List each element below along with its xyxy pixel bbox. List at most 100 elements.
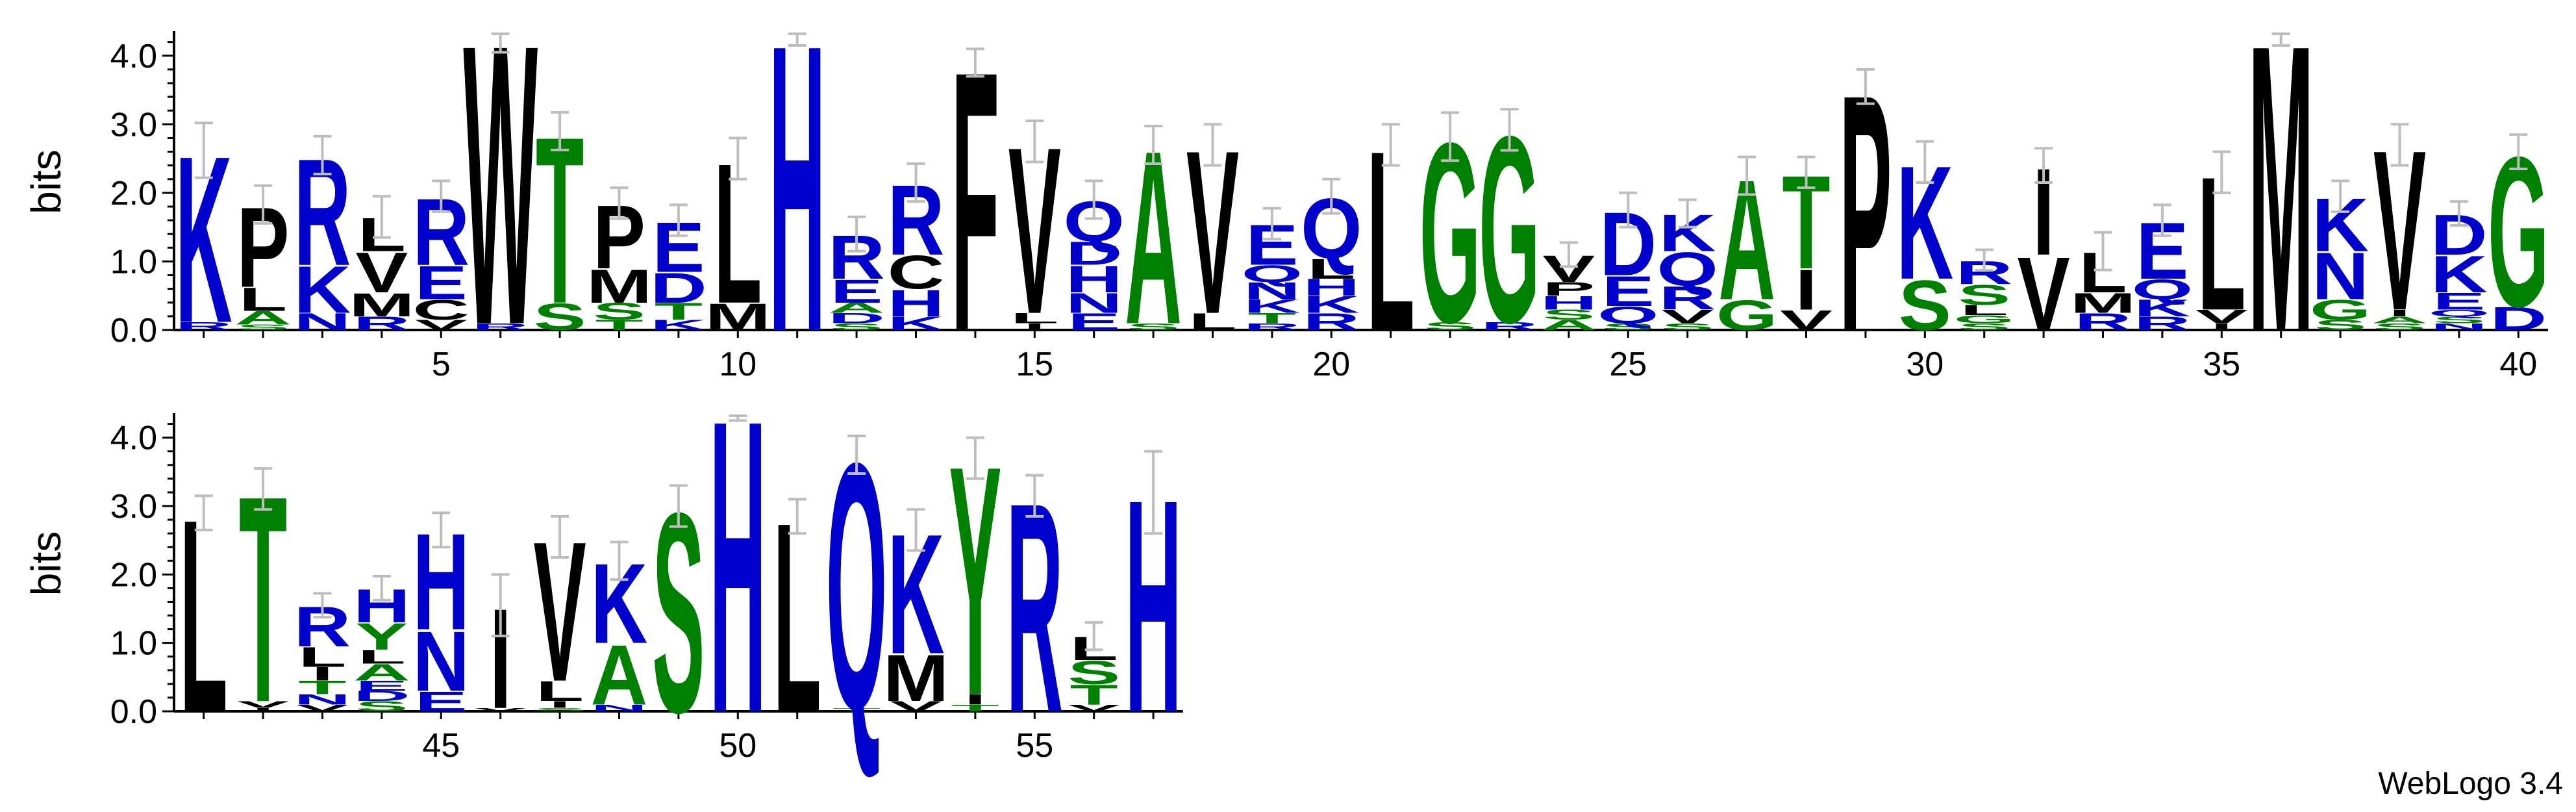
logo-letter-G: G xyxy=(1716,292,1777,340)
logo-letter-D: D xyxy=(1066,235,1123,272)
error-bar xyxy=(1203,123,1222,167)
weblogo-credit: WebLogo 3.4 xyxy=(2378,767,2563,801)
logo-letter-T: T xyxy=(595,317,643,333)
x-tick-label: 25 xyxy=(1609,346,1647,383)
logo-letter-E: E xyxy=(2432,288,2485,315)
logo-letter-S: S xyxy=(1424,320,1477,333)
logo-letter-L: L xyxy=(1960,302,2008,318)
logo-letter-A: A xyxy=(1540,317,1597,333)
logo-letter-N: N xyxy=(294,309,351,335)
logo-letter-V: V xyxy=(415,317,468,333)
logo-letter-K: K xyxy=(1303,292,1360,318)
y-axis-title: bits xyxy=(23,149,69,214)
error-bar xyxy=(1262,207,1281,241)
error-bar xyxy=(907,162,925,203)
logo-letter-I: I xyxy=(964,692,986,707)
logo-letter-K: K xyxy=(1244,296,1301,317)
error-bar xyxy=(847,435,866,475)
error-bar xyxy=(254,184,273,225)
y-axis-title: bits xyxy=(23,531,69,596)
x-tick-label: 45 xyxy=(422,727,460,765)
x-tick-label: 55 xyxy=(1016,727,1053,765)
logo-letter-S: S xyxy=(1958,279,2010,311)
logo-letter-V: V xyxy=(1661,306,1714,327)
logo-letter-D: D xyxy=(2490,300,2547,337)
x-tick-label: 10 xyxy=(719,346,757,383)
logo-letter-M: M xyxy=(586,260,652,313)
logo-letter-I: I xyxy=(2389,308,2411,318)
logo-letter-K: K xyxy=(888,312,945,334)
error-bar xyxy=(551,110,569,151)
error-bar xyxy=(1856,68,1875,105)
logo-letter-T: T xyxy=(298,677,346,698)
error-bar xyxy=(2331,179,2350,213)
logo-letter-I: I xyxy=(549,700,571,710)
error-bar xyxy=(1084,179,1103,220)
logo-letter-I: I xyxy=(1795,258,1818,322)
logo-letter-N: N xyxy=(1244,278,1301,305)
logo-letter-A: A xyxy=(828,300,885,316)
logo-letter-E: E xyxy=(415,686,468,718)
error-bar xyxy=(2509,133,2528,170)
error-bar xyxy=(2094,231,2112,272)
logo-letter-K: K xyxy=(650,317,707,333)
logo-letter-S: S xyxy=(355,698,408,714)
error-bar xyxy=(1500,108,1519,152)
logo-letter-M: M xyxy=(2070,287,2136,319)
logo-letter-M: M xyxy=(2248,0,2314,418)
logo-letter-R: R xyxy=(175,320,232,333)
logo-letter-Q: Q xyxy=(2429,308,2490,318)
logo-letter-D: D xyxy=(828,311,885,326)
logo-letter-N: N xyxy=(412,613,469,709)
logo-letter-S: S xyxy=(534,296,586,338)
y-tick-label: 3.0 xyxy=(110,488,157,526)
logo-letter-E: E xyxy=(355,678,408,694)
logo-letter-S: S xyxy=(1602,322,1655,332)
logo-letter-E: E xyxy=(415,257,468,310)
logo-letter-C: C xyxy=(412,294,469,326)
logo-letter-R: R xyxy=(1481,320,1538,333)
error-bar xyxy=(254,467,273,511)
error-bar xyxy=(729,136,747,181)
error-bar xyxy=(1619,191,1638,229)
logo-letter-V: V xyxy=(237,700,290,710)
logo-letter-E: E xyxy=(831,273,883,310)
logo-letter-Q: Q xyxy=(2132,273,2193,305)
y-tick-label: 0.0 xyxy=(110,312,157,349)
error-bar xyxy=(1738,155,1757,196)
x-tick-label: 20 xyxy=(1312,346,1350,383)
error-bar xyxy=(1144,124,1163,166)
error-bar xyxy=(491,573,510,638)
logo-letter-T: T xyxy=(1070,679,1118,711)
logo-letter-N: N xyxy=(2312,238,2369,313)
logo-letter-R: R xyxy=(1244,322,1301,332)
error-bar xyxy=(1025,120,1044,164)
error-bar xyxy=(1144,450,1163,535)
error-bar xyxy=(1322,177,1341,215)
logo-letter-S: S xyxy=(1958,322,2010,332)
error-bar xyxy=(2153,203,2171,237)
logo-letter-S: S xyxy=(1899,265,1951,345)
error-bar xyxy=(1559,241,1578,268)
x-tick-label: 40 xyxy=(2499,346,2537,383)
error-bar xyxy=(2271,32,2290,47)
logo-letter-A: A xyxy=(591,627,648,723)
logo-letter-V: V xyxy=(1068,703,1120,713)
logo-letter-S: S xyxy=(1068,654,1120,691)
logo-letter-T: T xyxy=(1248,311,1296,326)
logo-letter-T: T xyxy=(832,707,881,712)
logo-letter-V: V xyxy=(1780,304,1832,336)
logo-letter-H: H xyxy=(1303,275,1360,301)
error-bar xyxy=(1025,474,1044,518)
logo-letter-H: H xyxy=(1540,292,1597,314)
logo-letter-Q: Q xyxy=(1657,243,1718,296)
error-bar xyxy=(907,508,925,552)
error-bar xyxy=(432,511,451,549)
logo-letter-A: A xyxy=(234,307,292,329)
error-bar xyxy=(1916,140,1934,184)
logo-letter-S: S xyxy=(534,707,586,712)
error-bar xyxy=(610,540,629,581)
logo-letter-S: S xyxy=(2373,322,2426,332)
